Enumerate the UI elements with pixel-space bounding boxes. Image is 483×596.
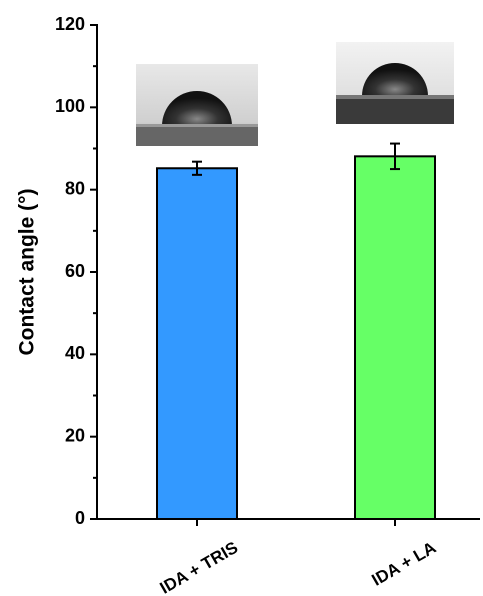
- y-axis-label: Contact angle (°): [16, 188, 39, 355]
- y-tick-label: 100: [55, 96, 85, 116]
- y-tick-label: 60: [65, 261, 85, 281]
- error-bar: [192, 160, 202, 176]
- x-tick-label: IDA + TRIS: [157, 538, 242, 596]
- y-tick-label: 40: [65, 343, 85, 363]
- y-tick-label: 120: [55, 14, 85, 34]
- y-tick-label: 0: [75, 508, 85, 528]
- y-tick-label: 20: [65, 425, 85, 445]
- error-bar: [390, 142, 400, 171]
- y-tick-label: 80: [65, 178, 85, 198]
- bar: [156, 167, 238, 520]
- droplet-photo: [336, 42, 454, 124]
- droplet-photo: [136, 64, 258, 146]
- x-tick-label: IDA + LA: [369, 538, 440, 590]
- bar: [354, 155, 436, 521]
